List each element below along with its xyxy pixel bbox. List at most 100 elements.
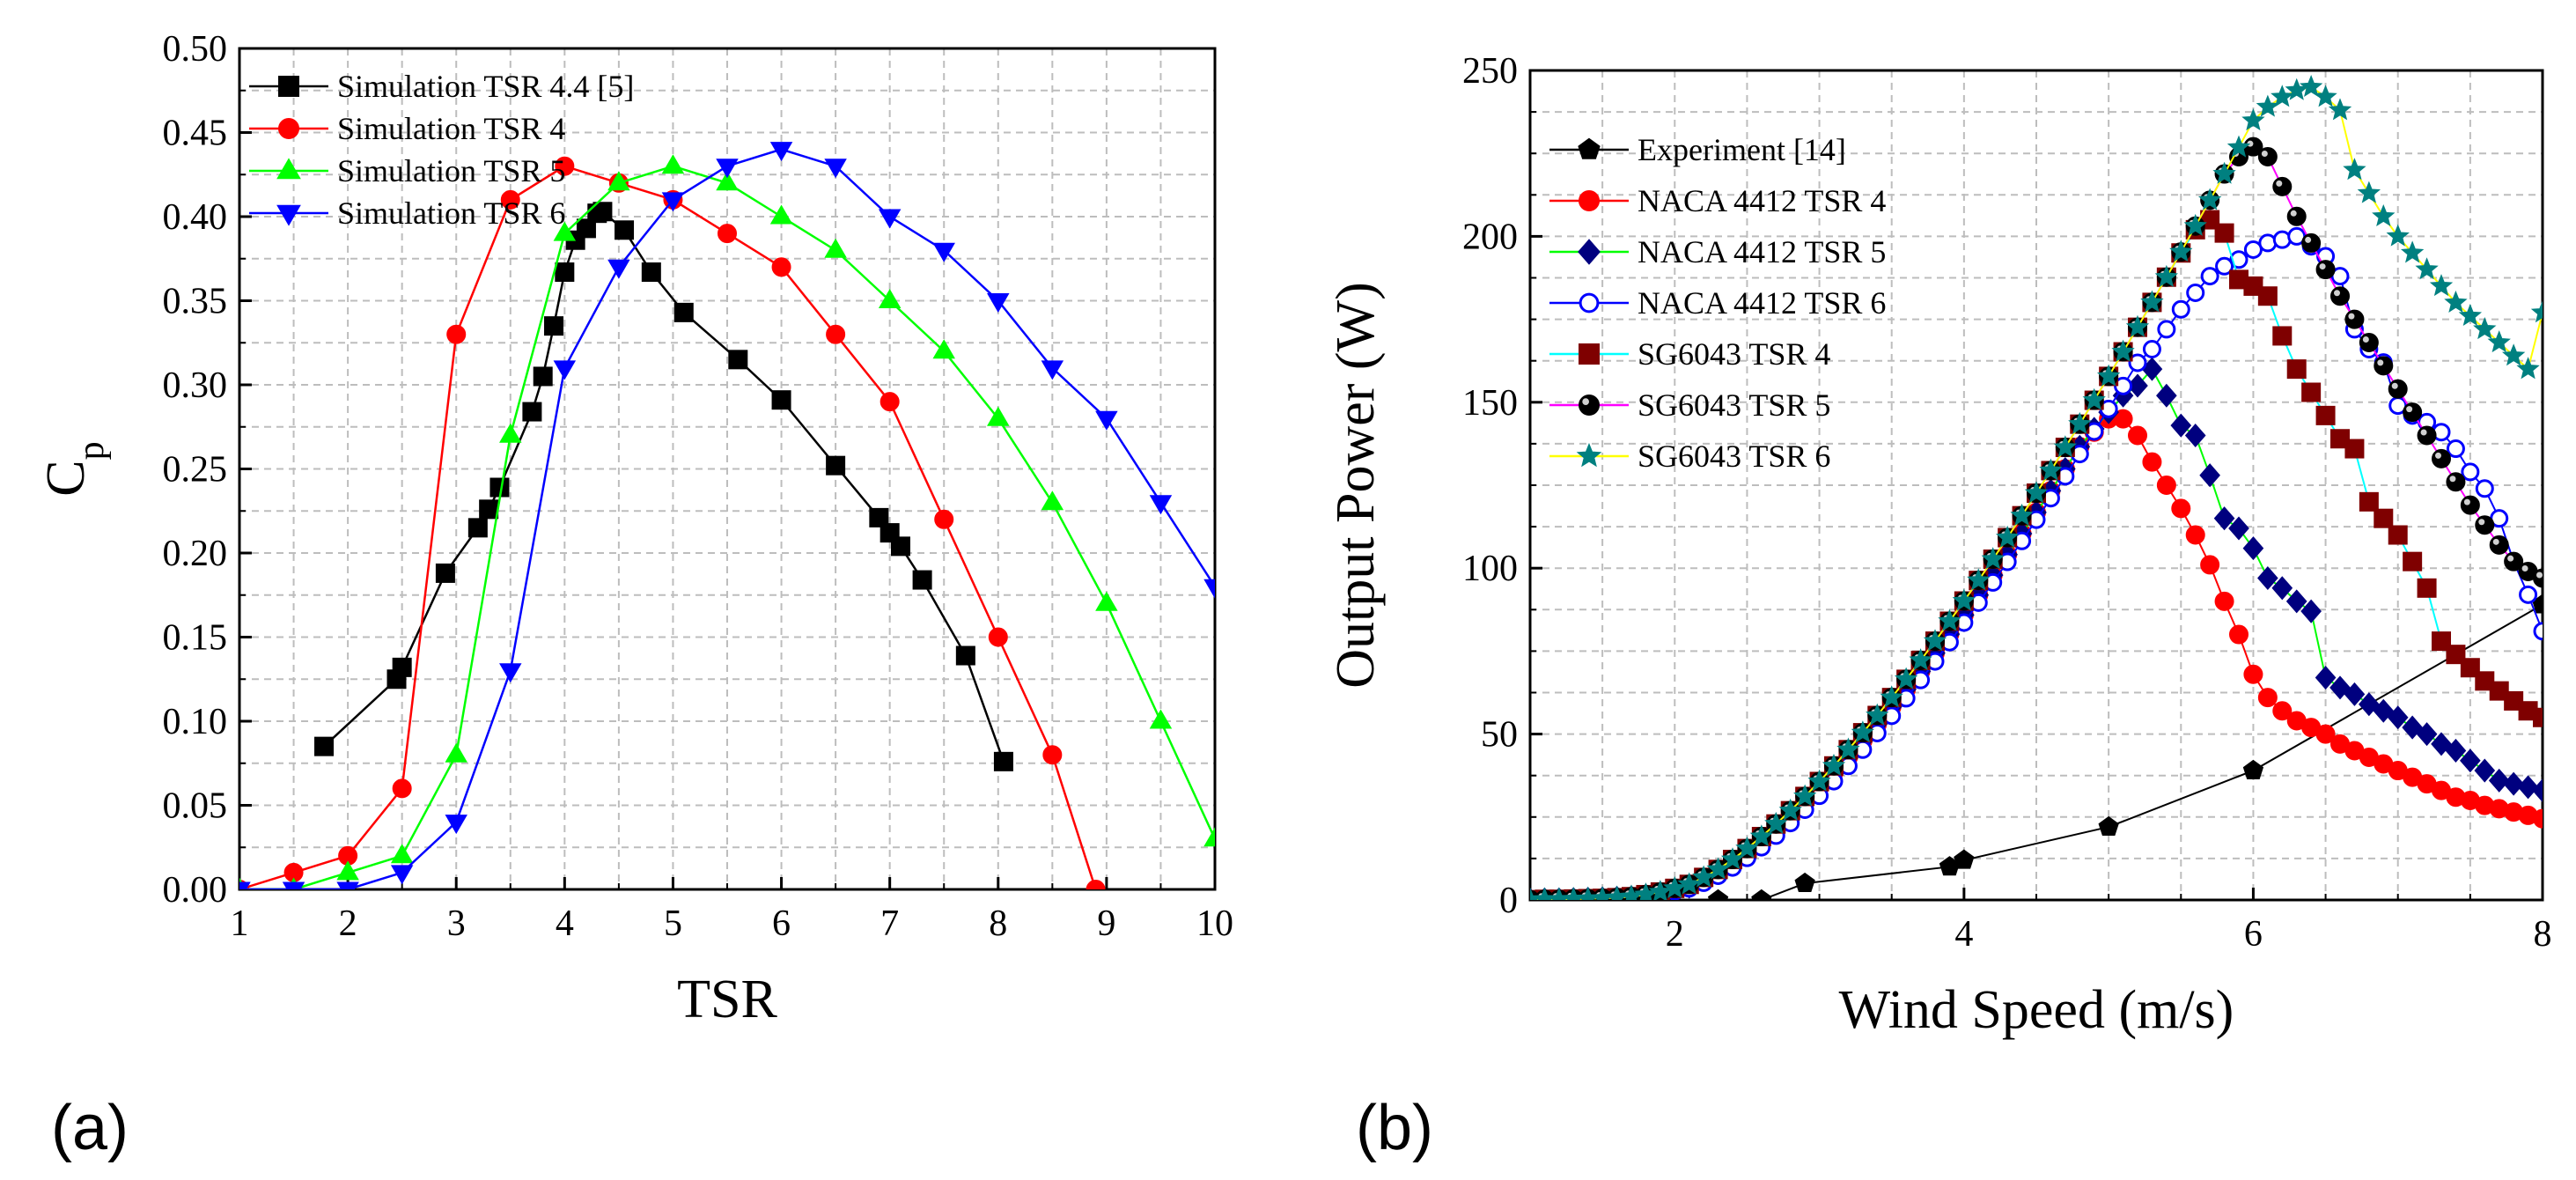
data-point [533,366,553,387]
data-point [2243,664,2263,684]
data-point [467,518,488,538]
data-point [282,881,305,889]
data-point [1041,360,1064,380]
x-tick-label: 8 [2534,914,2552,955]
data-point [1807,769,1831,792]
y-axis-title: Cp [36,441,112,496]
data-point [2156,476,2176,495]
data-point [769,204,793,225]
x-tick-label: 4 [556,903,574,944]
data-point [2474,758,2496,783]
data-point [2503,771,2524,796]
data-point [1095,591,1118,611]
data-point [673,302,694,322]
data-point [2357,181,2381,203]
data-point [2344,309,2365,329]
data-point [2489,535,2509,555]
data-point [576,218,596,239]
data-point [2415,257,2439,280]
data-point [2315,724,2336,744]
data-point [2257,688,2278,708]
data-point [932,242,955,262]
legend-marker [278,118,299,139]
legend-label: NACA 4412 TSR 6 [1638,285,1886,321]
x-tick-label: 7 [880,903,899,944]
data-point [987,406,1010,426]
data-point [1880,685,1903,708]
data-point [934,509,954,529]
data-point [2372,203,2396,226]
data-point [2243,240,2263,259]
data-point [2446,439,2465,459]
legend-label: NACA 4412 TSR 4 [1638,183,1886,218]
data-point [239,881,251,889]
data-point [2200,267,2219,286]
data-point-shine [2334,290,2340,297]
y-tick-label: 150 [1462,383,1518,424]
data-point-shine [2290,210,2297,217]
data-point [336,881,359,889]
data-point-shine [2492,538,2499,545]
data-point [2330,286,2350,306]
data-point [2432,631,2451,652]
data-point [824,238,847,258]
data-point [1995,525,2020,548]
legend-marker [1579,395,1600,416]
data-point [2171,299,2190,319]
data-point [988,627,1008,647]
data-point [2197,188,2222,210]
data-point-shine [2420,429,2427,436]
legend-label: Simulation TSR 5 [337,153,565,188]
data-point [2373,698,2395,723]
legend-marker-shine [1582,398,1589,405]
data-point [771,390,791,410]
y-tick-label: 0.50 [163,29,228,70]
data-point [2403,402,2423,423]
series-7 [1530,74,2543,900]
data-point [1764,811,1788,834]
y-tick-label: 0.15 [163,618,228,659]
data-point [1923,629,1947,652]
x-tick-label: 3 [447,903,466,944]
data-point [869,507,889,527]
y-tick-label: 0.05 [163,786,228,827]
data-point [2517,775,2539,800]
data-point [890,536,910,557]
data-point [641,262,661,283]
data-point [2475,479,2494,498]
data-point [718,224,737,244]
data-point [2228,516,2249,541]
data-point-shine [2362,336,2369,343]
data-point [2154,264,2179,287]
data-point [479,499,499,520]
data-point [2214,591,2234,611]
data-point [2475,671,2495,691]
data-point [392,778,412,799]
data-point [2431,732,2452,756]
data-point [2300,599,2322,623]
x-tick-label: 8 [989,903,1007,944]
data-point [1981,547,2005,570]
data-point [661,154,685,174]
legend-label: SG6043 TSR 4 [1638,336,1830,372]
data-point [2489,681,2509,701]
data-point [446,324,467,344]
data-point [500,189,520,210]
x-tick-label: 2 [339,903,357,944]
data-point [2301,382,2322,402]
data-point [2301,232,2322,253]
data-point [2402,715,2423,740]
data-point [1042,745,1063,765]
data-point [2417,425,2437,446]
data-point [2475,515,2495,535]
legend-label: Experiment [14] [1638,132,1846,167]
data-point [2125,314,2150,337]
data-point-shine [2377,359,2384,366]
data-point [2388,379,2408,399]
legend-marker [1579,292,1600,313]
data-point [2213,506,2235,531]
data-point-shine [2261,150,2268,157]
data-point [880,392,900,412]
y-tick-label: 0.45 [163,114,228,154]
